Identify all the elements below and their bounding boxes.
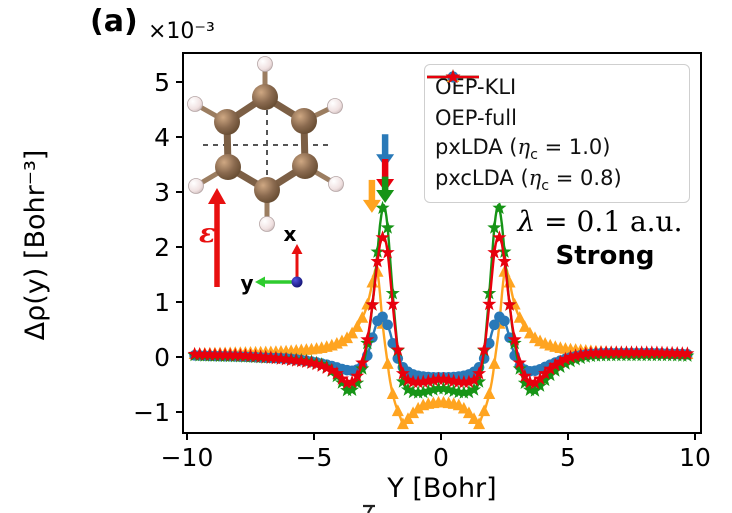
peak-arrows xyxy=(362,134,395,213)
coord-x-label: x xyxy=(284,222,297,246)
peak-arrow-pxlda xyxy=(376,176,395,203)
strong-annotation: Strong xyxy=(555,241,655,271)
x-tick-label: 5 xyxy=(560,443,576,472)
y-tick-label: 5 xyxy=(154,68,170,97)
x-axis-label: Y [Bohr] xyxy=(386,473,496,504)
lambda-symbol: λ xyxy=(517,205,536,238)
legend-item-pxclda-c-: pxcLDA (ηc = 0.8) xyxy=(427,69,679,196)
lambda-value: = 0.1 a.u. xyxy=(535,205,683,238)
lambda-annotation: λ = 0.1 a.u. xyxy=(500,205,700,238)
hydrogen-atom xyxy=(187,96,203,112)
x-tick-label: −10 xyxy=(161,443,214,472)
series-line xyxy=(194,315,688,379)
legend-label: OEP-full xyxy=(435,105,517,130)
cropped-text-fragment xyxy=(363,504,375,513)
panel-label: (a) xyxy=(90,4,138,39)
legend-swatch-star xyxy=(427,69,479,84)
field-arrow-head xyxy=(208,188,226,204)
carbon-atom xyxy=(292,153,318,179)
y-tick-label: 1 xyxy=(154,288,170,317)
benzene-molecule-inset xyxy=(187,56,344,287)
epsilon-field-label: ε xyxy=(199,218,215,249)
y-tick-label: 2 xyxy=(154,233,170,262)
carbon-atom xyxy=(254,177,280,203)
y-axis-offset-text: ×10⁻³ xyxy=(148,19,215,44)
x-tick-label: 10 xyxy=(679,443,711,472)
y-tick-label: 0 xyxy=(154,343,170,372)
legend-item-oep-full: OEP-full xyxy=(427,71,679,133)
y-axis-label: Δρ(y) [Bohr⁻³] xyxy=(20,150,51,341)
carbon-atom xyxy=(214,109,240,135)
axis-ticks xyxy=(176,81,696,440)
carbon-atom xyxy=(252,84,278,110)
hydrogen-atom xyxy=(327,98,343,114)
hydrogen-atom xyxy=(188,178,204,194)
y-tick-label: 4 xyxy=(154,123,170,152)
legend: OEP-KLI OEP-full pxLDA (ηc = 1.0) pxcLDA (η… xyxy=(424,64,690,203)
legend-label: pxcLDA (ηc = 0.8) xyxy=(435,166,622,195)
coordinate-axes-inset xyxy=(255,244,303,288)
series-oep-full xyxy=(189,311,693,383)
x-tick-label: 0 xyxy=(433,443,449,472)
carbon-atom xyxy=(291,108,317,134)
hydrogen-atom xyxy=(257,56,273,72)
legend-item-pxlda-c-: pxLDA (ηc = 1.0) xyxy=(427,69,679,165)
coord-x-arrow-head xyxy=(291,244,303,254)
series-curves xyxy=(187,200,695,430)
y-tick-label: −1 xyxy=(133,398,170,427)
coord-y-arrow-head xyxy=(255,276,265,288)
legend-label: pxLDA (ηc = 1.0) xyxy=(435,135,611,164)
y-tick-label: 3 xyxy=(154,178,170,207)
coord-y-label: y xyxy=(240,271,253,295)
coord-origin-sphere xyxy=(291,276,303,288)
series-oep-kli xyxy=(188,265,694,430)
carbon-atom xyxy=(215,154,241,180)
hydrogen-atom xyxy=(259,216,275,232)
series-pxclda-c- xyxy=(187,230,695,390)
hydrogen-atom xyxy=(328,176,344,192)
x-tick-label: −5 xyxy=(296,443,333,472)
peak-arrow-oep-kli xyxy=(362,179,381,213)
